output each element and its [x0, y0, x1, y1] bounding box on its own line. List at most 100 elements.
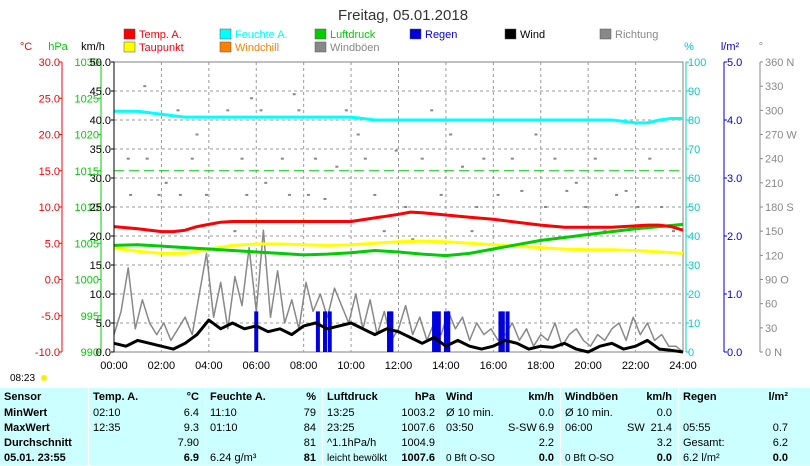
- stats-col-wind: Wind km/h Ø 10 min. 0.0 03:50 S-SW 6.9 2.2 0…: [442, 388, 560, 465]
- direction-point: [264, 181, 268, 184]
- stats-col-rain: Regen l/m² 05:55 0.7 Gesamt: 6.2 6.2 l/m² 0.…: [679, 388, 794, 465]
- stats-col-pressure: Luftdruck hPa 13:25 1003.2 23:25 1007.6 ^1.…: [323, 388, 441, 465]
- rain-bar: [315, 311, 320, 352]
- humidity-min: 79: [303, 407, 316, 419]
- rain-bar: [443, 311, 448, 352]
- direction-point: [461, 165, 465, 168]
- pressure-tick-label: 1020: [75, 130, 99, 142]
- direction-tick-label: 210: [765, 178, 783, 190]
- direction-point: [292, 93, 296, 96]
- pressure-min: 1003.2: [401, 407, 435, 419]
- gust-max: 21.4: [650, 422, 672, 434]
- direction-point: [470, 230, 474, 233]
- rain-tick-label: 5.0: [727, 57, 742, 69]
- stats-label-avg: Durchschnitt: [4, 437, 72, 449]
- pressure-tick-label: 1030: [75, 57, 99, 69]
- direction-point: [648, 157, 652, 160]
- rain-bar: [327, 311, 332, 352]
- clock-readout: 08:23: [10, 373, 35, 384]
- wind-tick-label: 30.0: [90, 173, 111, 185]
- legend-label: Wind: [520, 29, 545, 41]
- humidity-tick-label: 80: [688, 115, 700, 127]
- temp-tick-label: 10.0: [39, 202, 60, 214]
- humidity-unit-label: %: [684, 41, 694, 53]
- direction-point: [314, 157, 318, 160]
- pressure-tick-label: 1005: [75, 238, 99, 250]
- direction-point: [178, 193, 182, 196]
- rain-now: 0.0: [772, 452, 788, 464]
- wind-bft: 0 Bft O-SO: [446, 453, 495, 464]
- direction-point: [287, 193, 291, 196]
- humidity-tick-label: 50: [688, 202, 700, 214]
- direction-point: [420, 157, 424, 160]
- pressure-tick-label: 1025: [75, 93, 99, 105]
- rain-bar: [446, 311, 451, 352]
- pressure-now: 1007.6: [401, 452, 435, 464]
- direction-point: [195, 133, 199, 136]
- direction-point: [593, 157, 597, 160]
- wind-max: 6.9: [538, 422, 554, 434]
- humidity-max: 84: [303, 422, 316, 434]
- rain-tick-label: 0.0: [727, 347, 742, 359]
- rain-bar: [436, 311, 441, 352]
- direction-point: [356, 133, 360, 136]
- rain-tick-label: 4.0: [727, 115, 742, 127]
- x-tick-label: 12:00: [385, 360, 413, 372]
- humidity-tick-label: 40: [688, 231, 700, 243]
- direction-point: [240, 157, 244, 160]
- weather-chart: 00:00 02:00 04:00 06:00 08:00 10:00 12:00 14:00…: [10, 7, 797, 384]
- x-tick-label: 04:00: [195, 360, 223, 372]
- wind-tick-label: 0.0: [96, 347, 111, 359]
- x-tick-label: 08:00: [290, 360, 318, 372]
- x-tick-label: 06:00: [242, 360, 270, 372]
- legend-swatch: [599, 28, 612, 40]
- x-tick-label: 16:00: [480, 360, 508, 372]
- humidity-tick-label: 10: [688, 318, 700, 330]
- gust-min: 0.0: [656, 407, 672, 419]
- direction-point: [584, 206, 588, 208]
- legend-label: Regen: [425, 29, 457, 41]
- rain-bar: [500, 311, 505, 352]
- stats-col-gusts: Windböen km/h Ø 10 min. 0.0 06:00 SW 21.4 3.…: [561, 388, 678, 465]
- direction-point: [496, 193, 500, 196]
- temp-tick-label: 0.0: [45, 275, 60, 287]
- legend-swatch: [504, 28, 517, 40]
- gust-max-time: 06:00: [565, 422, 593, 434]
- wind-tick-label: 35.0: [90, 144, 111, 156]
- temp-unit: °C: [186, 391, 199, 403]
- humidity-min-time: 11:10: [210, 407, 237, 419]
- pressure-tick-label: 1015: [75, 166, 99, 178]
- direction-tick-label: 150: [765, 226, 783, 238]
- direction-tick-label: 60: [765, 299, 777, 311]
- temp-tick-label: 25.0: [39, 93, 60, 105]
- x-tick-label: 00:00: [100, 360, 128, 372]
- pressure-header: Luftdruck: [327, 391, 378, 403]
- wind-tick-label: 10.0: [90, 289, 111, 301]
- direction-point: [164, 181, 168, 184]
- direction-point: [636, 206, 640, 208]
- direction-point: [615, 193, 619, 196]
- direction-point: [129, 193, 133, 196]
- stats-label-sensor: Sensor: [4, 391, 42, 403]
- legend-label: Luftdruck: [330, 29, 376, 41]
- direction-point: [404, 206, 408, 208]
- temp-header: Temp. A.: [93, 391, 139, 403]
- direction-point: [534, 133, 538, 136]
- gust-now: 0.0: [656, 452, 672, 464]
- direction-point: [250, 97, 254, 100]
- rain-bar: [387, 311, 392, 352]
- temp-min: 6.4: [183, 407, 199, 419]
- rain-bar: [323, 311, 328, 352]
- legend-swatch: [409, 28, 422, 40]
- direction-point: [543, 206, 547, 208]
- legend-swatch: [219, 28, 232, 40]
- x-tick-label: 24:00: [669, 360, 697, 372]
- humidity-abs: 6.24 g/m³: [210, 452, 257, 464]
- direction-point: [373, 193, 377, 196]
- direction-tick-label: 360 N: [765, 57, 794, 69]
- wind-tick-label: 25.0: [90, 202, 111, 214]
- direction-point: [411, 238, 415, 241]
- pressure-max-time: 23:25: [327, 422, 355, 434]
- direction-point: [204, 193, 208, 196]
- pressure-min-time: 13:25: [327, 407, 355, 419]
